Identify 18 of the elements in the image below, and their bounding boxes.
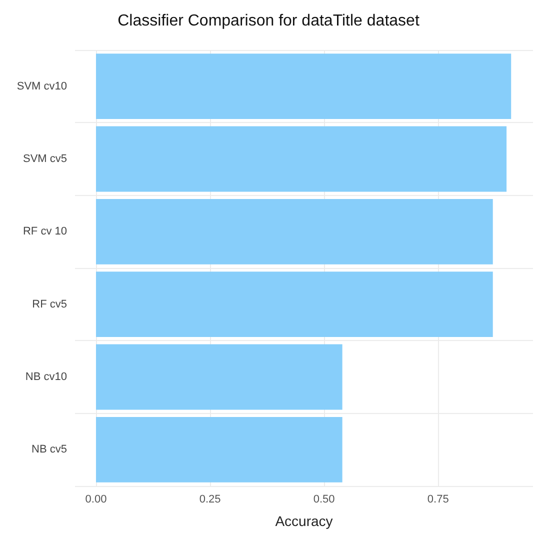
x-axis-title: Accuracy: [275, 513, 333, 529]
y-tick-label: NB cv5: [32, 444, 67, 456]
bar: [96, 272, 493, 338]
bar: [96, 198, 493, 264]
bar: [96, 344, 342, 410]
bar: [96, 54, 512, 120]
bar: [96, 126, 507, 192]
y-tick-label: RF cv 10: [22, 226, 67, 238]
chart-title: Classifier Comparison for dataTitle dataset: [118, 12, 420, 30]
x-tick-label: 0.00: [85, 494, 107, 506]
x-tick-label: 0.25: [199, 494, 221, 506]
x-tick-label: 0.50: [313, 494, 335, 506]
bar: [96, 416, 342, 482]
x-tick-label: 0.75: [427, 494, 449, 506]
y-tick-label: RF cv5: [32, 298, 67, 310]
y-tick-label: SVM cv5: [22, 153, 67, 165]
y-tick-label: NB cv10: [25, 371, 67, 383]
y-tick-label: SVM cv10: [16, 80, 67, 92]
